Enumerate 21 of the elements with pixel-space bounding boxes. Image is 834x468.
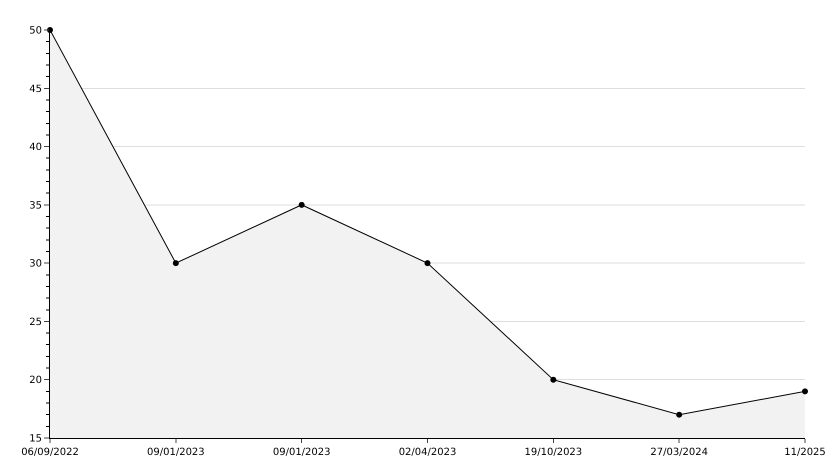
point — [550, 376, 556, 383]
point — [802, 388, 808, 394]
y-tick-label: 35 — [29, 200, 42, 212]
x-tick-label: 11/2025 — [784, 447, 826, 458]
x-tick-label: 06/09/2022 — [21, 447, 79, 458]
x-tick-label: 19/10/2023 — [524, 447, 582, 458]
point — [298, 202, 305, 208]
y-tick-label: 30 — [29, 258, 42, 270]
y-tick-label: 20 — [29, 375, 42, 386]
x-tick-label: 27/03/2024 — [650, 447, 708, 458]
point — [424, 260, 430, 266]
point — [172, 260, 179, 266]
y-tick-label: 25 — [29, 316, 42, 328]
y-tick-label: 45 — [29, 84, 42, 95]
x-tick-label: 09/01/2023 — [272, 447, 330, 458]
y-tick-label: 15 — [29, 434, 42, 444]
x-tick-label: 09/01/2023 — [147, 447, 205, 458]
y-tick-label: 50 — [29, 26, 42, 36]
y-tick-label: 40 — [29, 142, 42, 154]
point — [676, 412, 682, 418]
x-tick-label: 02/04/2023 — [398, 447, 456, 458]
